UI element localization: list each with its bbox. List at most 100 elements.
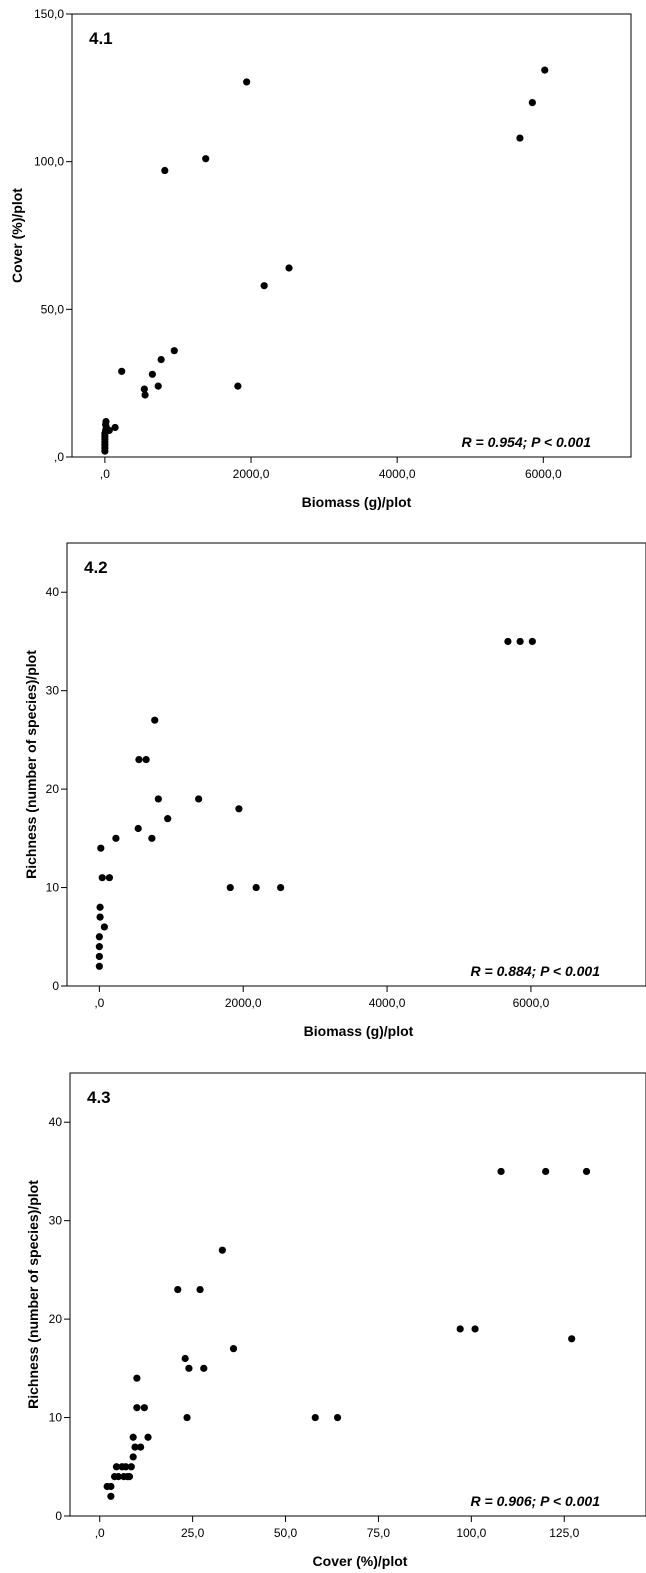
data-point [252, 883, 260, 892]
data-point [568, 1335, 576, 1343]
data-point [95, 952, 103, 961]
data-point [202, 155, 210, 163]
data-point [277, 883, 285, 892]
x-tick-label: ,0 [94, 996, 104, 1010]
data-point [125, 1473, 134, 1481]
data-point [234, 382, 242, 390]
data-point [333, 1413, 342, 1422]
data-point [148, 834, 156, 842]
data-point [134, 824, 142, 833]
panel-label: 4.1 [89, 29, 113, 48]
y-tick-label: 100,0 [34, 155, 64, 169]
x-tick-label: 6000,0 [513, 996, 550, 1010]
data-point [105, 874, 114, 882]
data-point [95, 933, 103, 941]
data-point [140, 1404, 148, 1412]
data-point [129, 1433, 137, 1441]
data-point [112, 1463, 121, 1471]
data-point [111, 423, 119, 432]
data-point [133, 1374, 141, 1382]
data-point [456, 1325, 464, 1333]
panel-label: 4.2 [84, 558, 108, 577]
x-tick-label: 25,0 [181, 1526, 205, 1540]
data-point [107, 1482, 115, 1491]
data-point [95, 943, 103, 951]
data-point [226, 883, 234, 892]
data-point [311, 1413, 319, 1422]
y-tick-label: 40 [49, 1115, 63, 1129]
x-tick-label: 125,0 [549, 1526, 579, 1540]
x-axis-title: Biomass (g)/plot [302, 494, 412, 510]
data-point [137, 1443, 145, 1451]
data-point [200, 1364, 208, 1372]
y-tick-label: ,0 [54, 450, 64, 464]
plot-frame [66, 542, 646, 987]
y-axis-title: Cover (%)/plot [9, 188, 25, 283]
y-tick-label: 30 [46, 684, 60, 698]
data-point [142, 755, 150, 764]
y-tick-label: 20 [46, 782, 60, 796]
data-point [516, 134, 524, 142]
data-point [127, 1463, 135, 1471]
x-tick-label: 75,0 [367, 1526, 391, 1540]
data-point [141, 391, 149, 399]
data-point [135, 755, 143, 764]
plot-frame [71, 13, 632, 458]
data-point [170, 347, 178, 355]
data-point [96, 903, 104, 911]
correlation-annotation: R = 0.954; P < 0.001 [462, 434, 592, 450]
data-point [164, 815, 172, 823]
data-point [100, 923, 109, 931]
data-point [196, 1285, 204, 1294]
x-tick-label: 2000,0 [233, 467, 270, 481]
y-tick-label: 40 [46, 585, 60, 599]
data-point [516, 637, 524, 646]
y-tick-label: 20 [49, 1312, 63, 1326]
correlation-annotation: R = 0.906; P < 0.001 [471, 1493, 601, 1509]
data-point [133, 1404, 141, 1412]
data-point [107, 1492, 115, 1500]
data-point [528, 99, 536, 107]
data-point [181, 1354, 189, 1363]
x-tick-label: ,0 [95, 1526, 105, 1540]
y-tick-label: 0 [52, 979, 59, 993]
y-axis-title: Richness (number of species)/plot [25, 1180, 41, 1409]
chart-panel-3: 0 10 20 30 40 ,0 25,0 50,0 75,0 100,0 125,0 Cover (… [25, 1072, 646, 1569]
y-tick-label: 10 [46, 881, 60, 895]
y-tick-label: 10 [49, 1411, 63, 1425]
data-point [102, 417, 110, 426]
data-point [151, 716, 159, 724]
data-point [528, 637, 536, 646]
data-point [154, 795, 162, 803]
x-axis-title: Biomass (g)/plot [304, 1023, 414, 1039]
data-point [154, 382, 162, 390]
data-point [118, 367, 126, 375]
y-tick-label: 30 [49, 1214, 63, 1228]
data-point [157, 355, 165, 364]
x-tick-label: 50,0 [274, 1526, 298, 1540]
chart-panel-1: ,0 50,0 100,0 150,0 ,0 2000,0 4000,0 6000,0 Biom… [9, 7, 632, 510]
data-point [285, 264, 293, 272]
data-point [140, 385, 148, 393]
panel-label: 4.3 [87, 1088, 111, 1107]
x-tick-label: 6000,0 [525, 467, 562, 481]
data-point [243, 78, 251, 86]
data-point [97, 844, 105, 852]
x-axis-title: Cover (%)/plot [313, 1553, 408, 1569]
data-point [129, 1453, 137, 1461]
data-point [174, 1285, 182, 1294]
data-point [183, 1413, 191, 1422]
data-point [114, 1473, 122, 1481]
data-point [144, 1433, 152, 1441]
data-point [161, 166, 169, 175]
data-point [185, 1364, 193, 1372]
data-point [95, 962, 103, 970]
data-point [235, 805, 243, 813]
data-point [218, 1246, 226, 1254]
data-point [131, 1443, 139, 1451]
plot-frame [69, 1072, 646, 1517]
data-point [112, 834, 120, 842]
y-axis-title: Richness (number of species)/plot [23, 650, 39, 879]
data-point [122, 1463, 130, 1471]
